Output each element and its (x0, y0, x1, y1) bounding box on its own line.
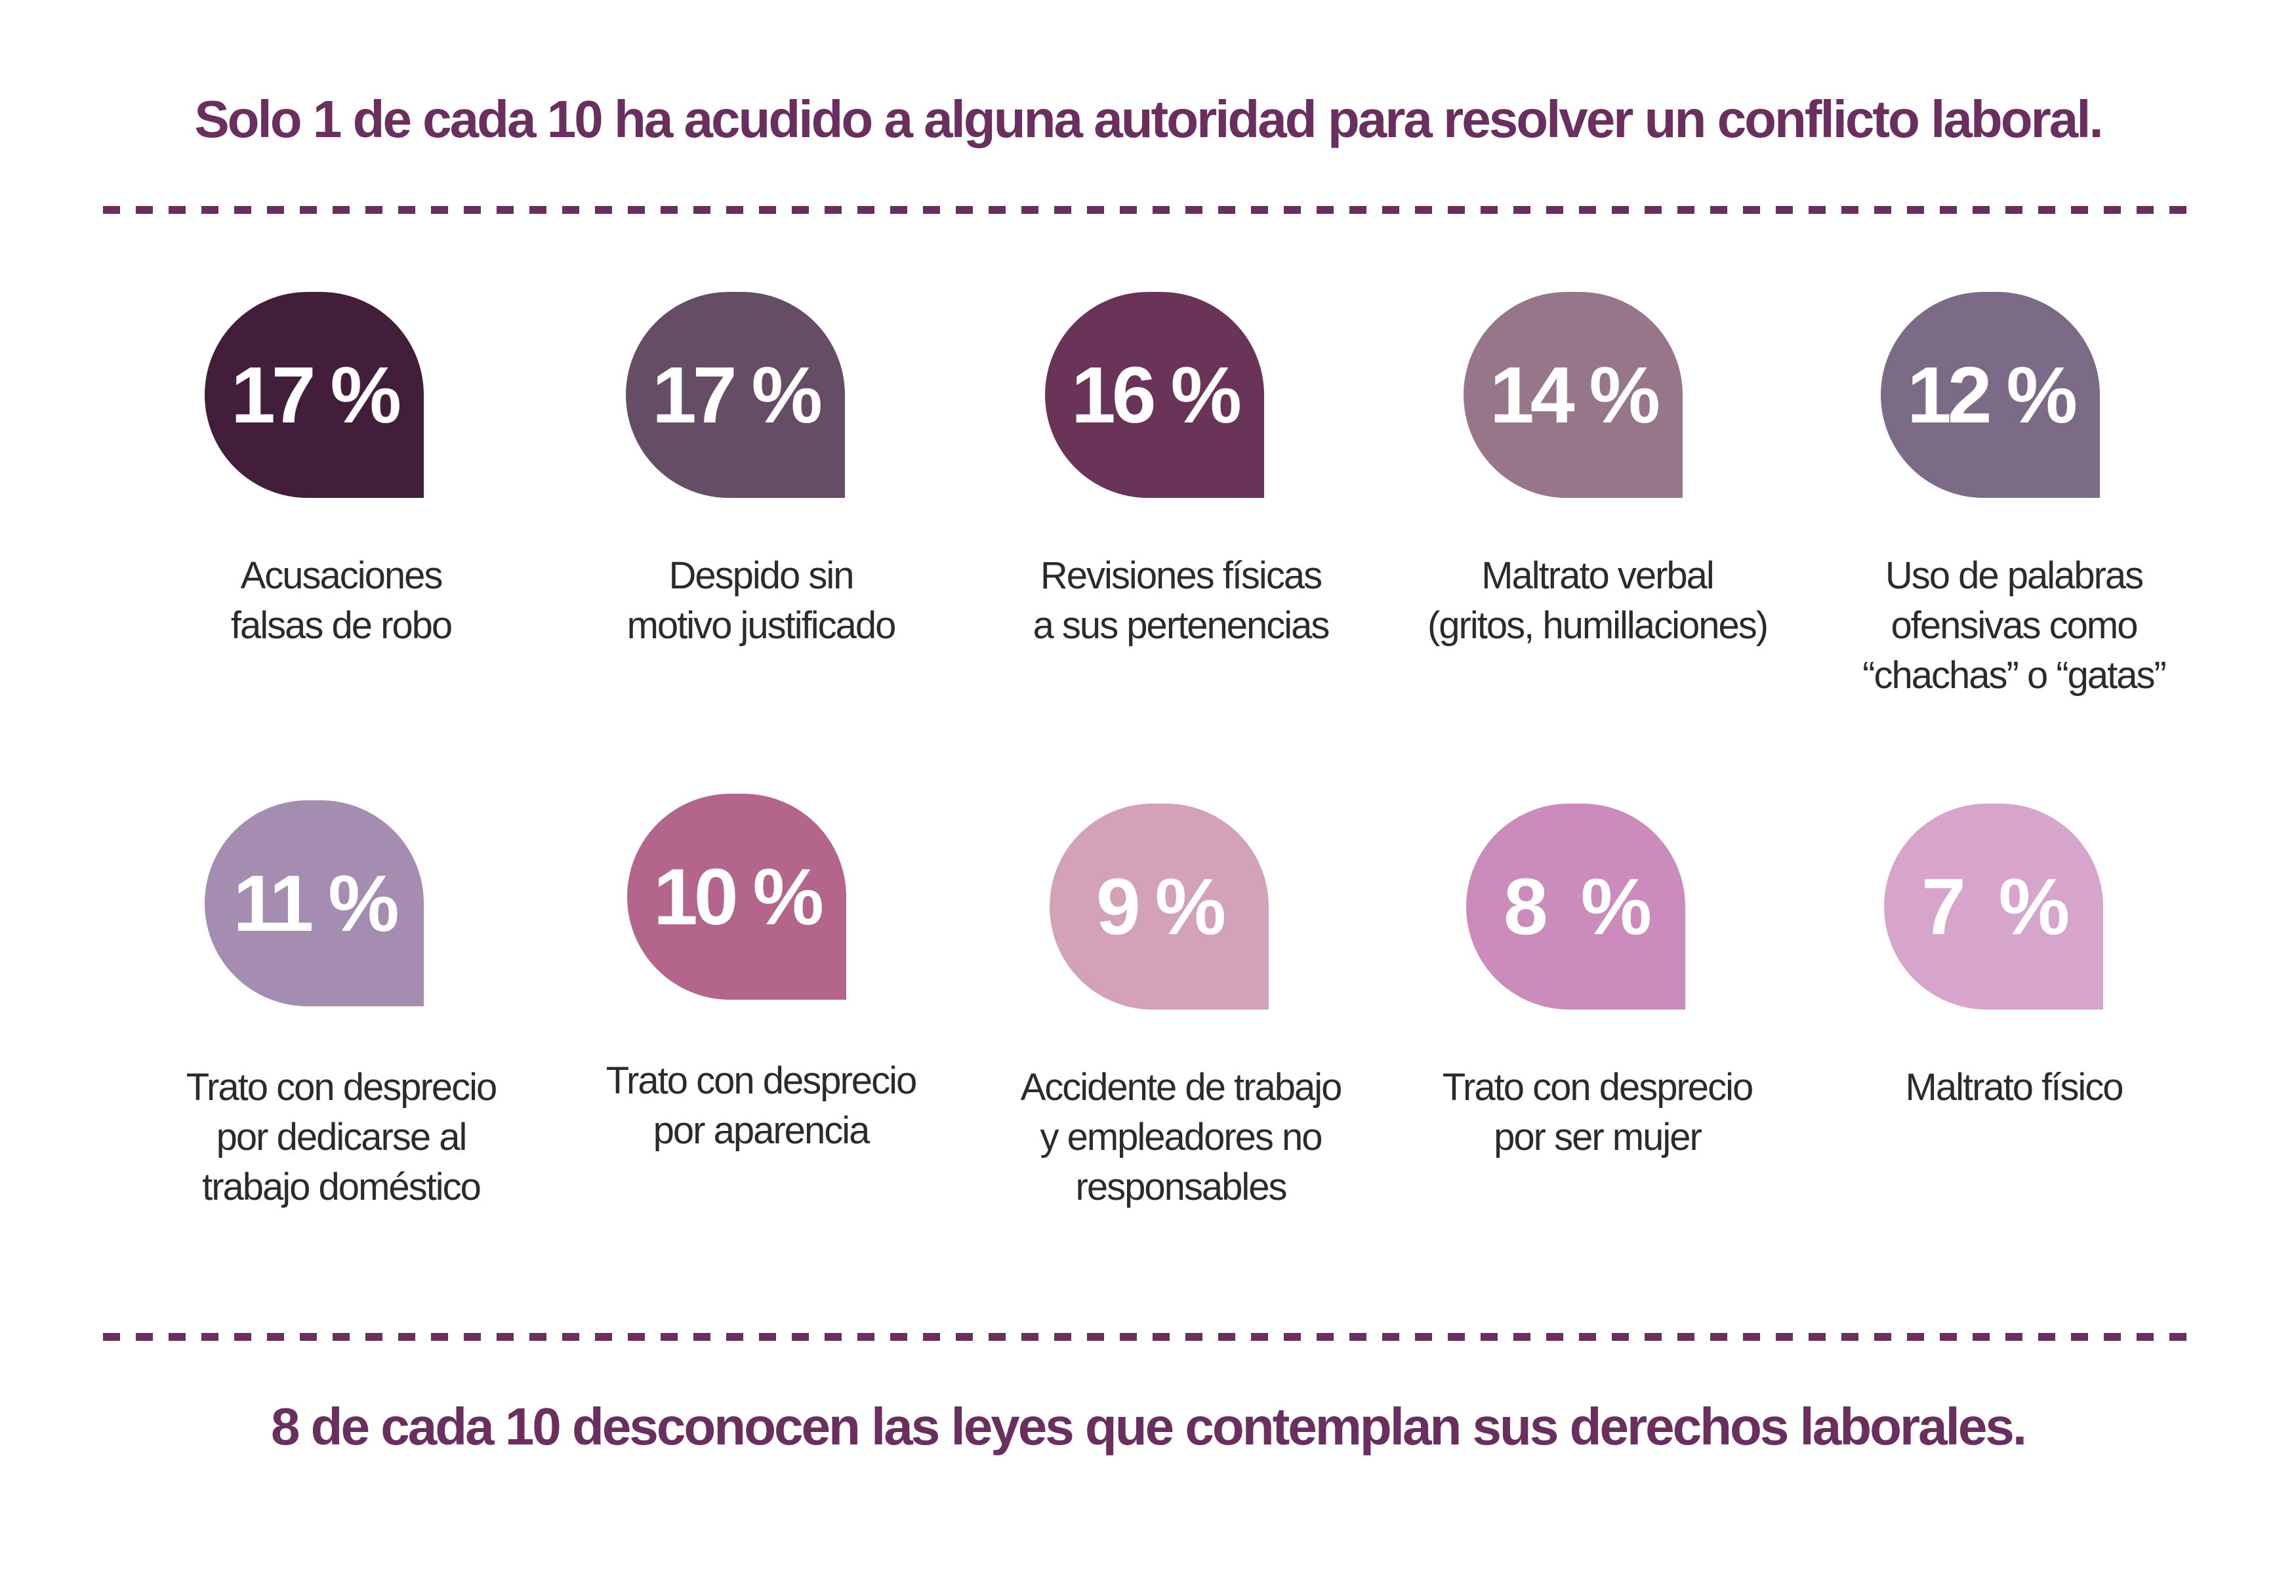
stat-label: Despido sin motivo justificado (551, 551, 971, 651)
stat-label: Accidente de trabajo y empleadores no re… (971, 1063, 1391, 1212)
stat-label-line: responsables (1075, 1166, 1288, 1208)
stat-label: Maltrato verbal (gritos, humillaciones) (1387, 551, 1807, 651)
stat-label-line: ofensivas como (1891, 604, 2139, 647)
stat-label-line: falsas de robo (230, 604, 453, 647)
stat-bubble: 16 % (1045, 292, 1264, 498)
top-dotted-divider (103, 206, 2202, 214)
stat-label-line: por dedicarse al (216, 1116, 468, 1158)
stat-label: Acusaciones falsas de robo (131, 551, 551, 651)
stat-label-line: “chachas” o “gatas” (1862, 654, 2167, 697)
stat-bubble: 11 % (205, 800, 424, 1006)
stat-label-line: Revisiones físicas (1040, 554, 1322, 597)
stat-bubble: 17 % (626, 292, 845, 498)
stat-label-line: trabajo doméstico (202, 1166, 482, 1208)
stat-label-line: Acusaciones (240, 554, 443, 597)
stat-bubble: 14 % (1464, 292, 1683, 498)
stat-label: Trato con desprecio por aparencia (551, 1056, 971, 1156)
stat-percentage: 11 % (233, 859, 399, 948)
stat-label-line: Uso de palabras (1885, 554, 2144, 597)
stat-label-line: Maltrato verbal (1481, 554, 1715, 597)
stat-percentage: 7 % (1921, 862, 2070, 951)
stat-label: Trato con desprecio por ser mujer (1387, 1063, 1807, 1162)
stat-bubble: 9 % (1050, 804, 1269, 1010)
stat-label-line: Trato con desprecio (186, 1066, 497, 1109)
stat-bubble: 8 % (1466, 804, 1685, 1010)
stat-bubble: 12 % (1881, 292, 2100, 498)
top-headline: Solo 1 de cada 10 ha acudido a alguna au… (194, 90, 2103, 148)
stat-label-line: por ser mujer (1494, 1116, 1702, 1158)
stat-label-line: a sus pertenencias (1033, 604, 1330, 647)
stat-percentage: 17 % (230, 350, 401, 440)
bottom-dotted-divider (103, 1333, 2202, 1341)
stat-label-line: Despido sin (668, 554, 854, 597)
stat-percentage: 9 % (1096, 862, 1226, 951)
stat-bubble: 10 % (627, 794, 846, 1000)
stat-percentage: 8 % (1503, 862, 1652, 951)
stat-label-line: motivo justificado (626, 604, 897, 647)
bottom-headline: 8 de cada 10 desconocen las leyes que co… (270, 1397, 2027, 1456)
stat-label-line: Maltrato físico (1905, 1066, 2124, 1109)
stat-label-line: (gritos, humillaciones) (1427, 604, 1769, 647)
stat-percentage: 14 % (1489, 350, 1660, 440)
stat-bubble: 7 % (1884, 804, 2103, 1010)
stat-label: Uso de palabras ofensivas como “chachas”… (1804, 551, 2224, 701)
stat-label-line: por aparencia (653, 1109, 871, 1152)
stat-percentage: 17 % (651, 350, 823, 440)
stat-percentage: 10 % (653, 852, 824, 941)
stat-percentage: 12 % (1906, 350, 2078, 440)
stat-label-line: y empleadores no (1040, 1116, 1322, 1158)
stat-label-line: Trato con desprecio (605, 1059, 917, 1102)
stat-bubble: 17 % (205, 292, 424, 498)
stat-label-line: Trato con desprecio (1442, 1066, 1753, 1109)
stat-label: Maltrato físico (1804, 1063, 2224, 1113)
stat-percentage: 16 % (1071, 350, 1242, 440)
stat-label: Trato con desprecio por dedicarse al tra… (131, 1063, 551, 1212)
stat-label-line: Accidente de trabajo (1020, 1066, 1343, 1109)
stat-label: Revisiones físicas a sus pertenencias (971, 551, 1391, 651)
